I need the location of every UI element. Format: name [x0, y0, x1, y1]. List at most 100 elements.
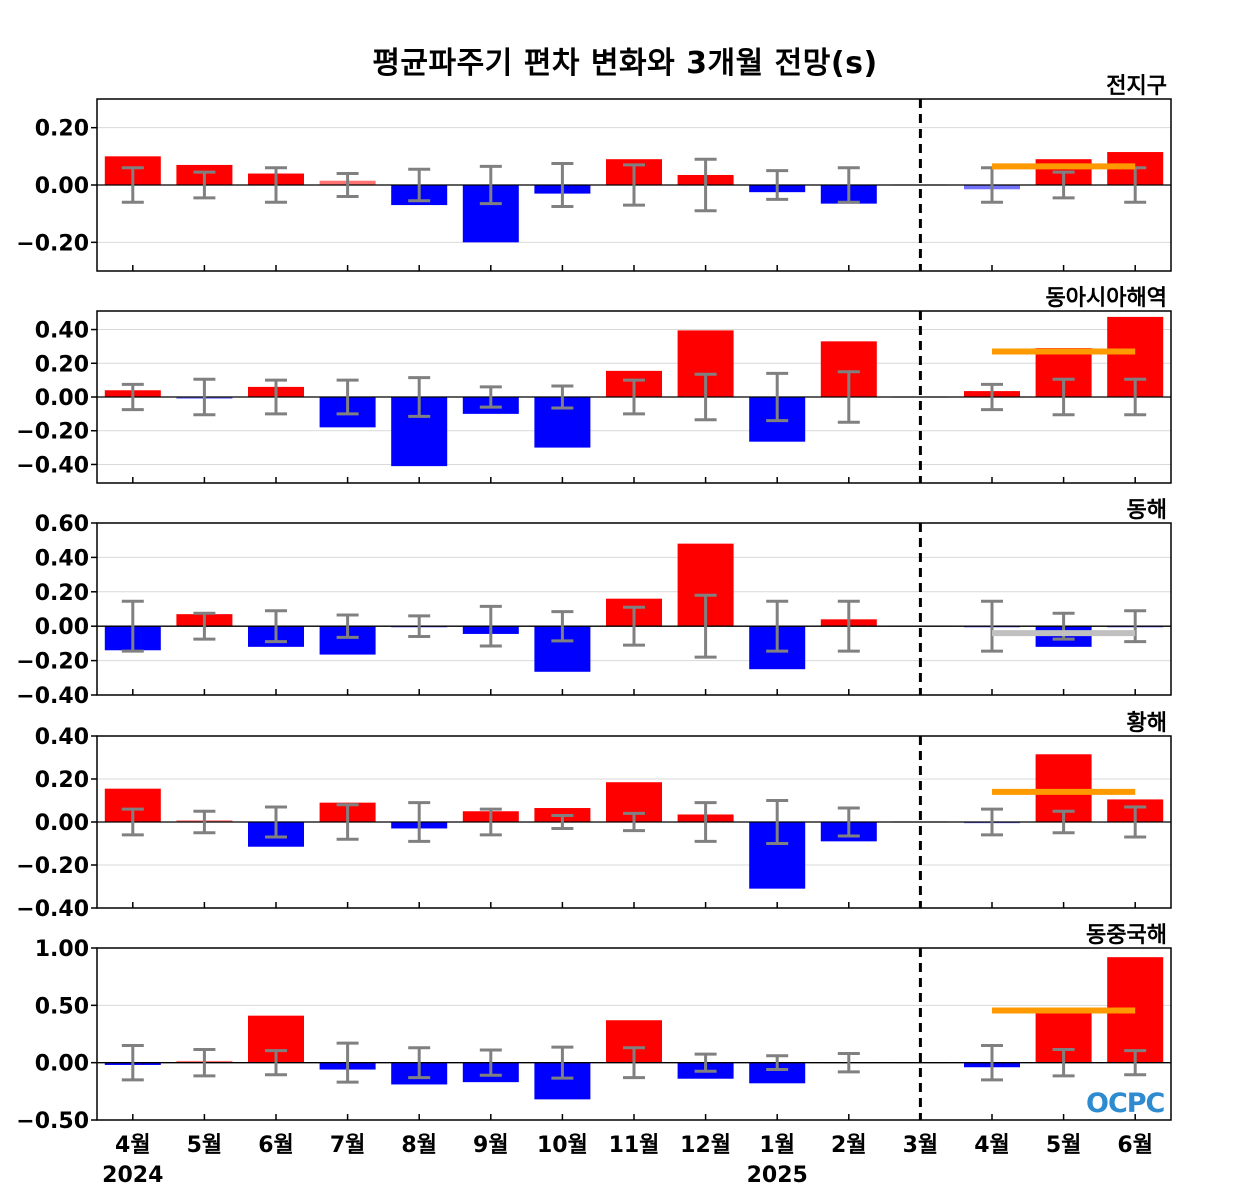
y-tick-label: 0.20 [35, 117, 89, 142]
panel-label: 동중국해 [1086, 923, 1167, 948]
error-bar [193, 377, 216, 417]
x-tick-label: 4월 [974, 1133, 1010, 1158]
error-bar [408, 1046, 431, 1080]
y-tick-label: 0.50 [35, 994, 89, 1019]
y-tick-label: 1.00 [35, 937, 89, 962]
error-bar [837, 166, 860, 204]
error-bar [766, 799, 789, 845]
error-bar [408, 614, 431, 639]
y-tick-label: −0.20 [16, 854, 89, 879]
error-bar [479, 385, 502, 409]
error-bar [766, 599, 789, 653]
error-bar [193, 809, 216, 835]
panel-label: 황해 [1127, 711, 1167, 736]
error-bar [551, 610, 574, 643]
error-bar [336, 1041, 359, 1084]
error-bar [623, 378, 645, 416]
error-bar [981, 1043, 1003, 1082]
y-tick-label: 0.60 [35, 512, 89, 537]
y-tick-label: 0.20 [35, 581, 89, 606]
error-bar [408, 801, 431, 843]
error-bar [1124, 609, 1147, 644]
y-tick-label: −0.40 [16, 684, 89, 709]
panel-2: −0.40 −0.20 0.00 0.20 0.40 동아시아해역 [16, 286, 1172, 484]
y-tick-label: 0.40 [35, 546, 89, 571]
error-bar [1052, 1047, 1075, 1078]
error-bar [336, 378, 359, 416]
error-bar [336, 613, 359, 639]
error-bar [981, 807, 1003, 837]
error-bar [766, 169, 789, 201]
y-tick-label: −0.20 [16, 231, 89, 256]
y-tick-label: 0.00 [35, 174, 89, 199]
error-bar [479, 1048, 502, 1077]
error-bar [1052, 170, 1075, 200]
error-bar [551, 814, 574, 830]
chart-title: 평균파주기 편차 변화와 3개월 전망(s) [372, 46, 878, 81]
panel-label: 동아시아해역 [1046, 286, 1167, 311]
error-bar [193, 170, 216, 200]
error-bar [265, 378, 287, 416]
y-tick-label: −0.20 [16, 420, 89, 445]
error-bar [623, 163, 645, 207]
y-tick-label: 0.00 [35, 386, 89, 411]
error-bar [837, 599, 860, 653]
y-tick-label: −0.40 [16, 897, 89, 922]
y-tick-label: 0.20 [35, 352, 89, 377]
error-bar [551, 162, 574, 208]
error-bar [479, 604, 502, 648]
error-bar [551, 1045, 574, 1080]
year-label: 2025 [747, 1163, 808, 1188]
error-bar [265, 805, 287, 839]
x-tick-label: 4월 [115, 1133, 151, 1158]
y-tick-label: 0.40 [35, 725, 89, 750]
error-bar [981, 382, 1003, 412]
y-tick-label: 0.00 [35, 1052, 89, 1077]
error-bar [479, 164, 502, 206]
error-bar [694, 1052, 717, 1073]
error-bar [1124, 1049, 1147, 1077]
panel-4: −0.40 −0.20 0.00 0.20 0.40 황해 [16, 711, 1172, 922]
error-bar [479, 807, 502, 837]
x-tick-label: 1월 [759, 1133, 795, 1158]
x-tick-label: 6월 [258, 1133, 294, 1158]
x-tick-label: 11월 [609, 1133, 660, 1158]
error-bar [623, 605, 645, 647]
y-tick-label: −0.40 [16, 453, 89, 478]
error-bar [551, 384, 574, 410]
panel-1: −0.20 0.00 0.20 전지구 [16, 74, 1172, 272]
panel-5: −0.50 0.00 0.50 1.00 동중국해 4월 5월 6월 7월 8월 9월 10월 11월 1… [16, 923, 1172, 1188]
y-tick-label: 0.00 [35, 811, 89, 836]
error-bar [121, 166, 144, 204]
error-bar [121, 1043, 144, 1082]
y-tick-label: 0.40 [35, 319, 89, 344]
error-bar [265, 1049, 287, 1077]
error-bar [121, 807, 144, 837]
error-bar [1124, 805, 1147, 839]
error-bar [694, 593, 717, 659]
error-bar [265, 609, 287, 644]
error-bar [1052, 377, 1075, 417]
error-bar [837, 1051, 860, 1074]
error-bar [694, 372, 717, 422]
error-bar [408, 167, 431, 203]
error-bar [837, 806, 860, 838]
error-bar [193, 611, 216, 641]
x-tick-label: 10월 [537, 1133, 588, 1158]
x-tick-label: 9월 [473, 1133, 509, 1158]
error-bar [265, 166, 287, 204]
error-bar [193, 1047, 216, 1078]
x-tick-label: 3월 [903, 1133, 939, 1158]
y-tick-label: −0.20 [16, 650, 89, 675]
error-bar [981, 599, 1003, 653]
error-bar [623, 1046, 645, 1080]
panel-label: 동해 [1127, 498, 1167, 523]
ocpc-logo: OCPC [1086, 1088, 1165, 1119]
y-tick-label: 0.20 [35, 768, 89, 793]
panel-label: 전지구 [1106, 74, 1167, 99]
x-tick-label: 5월 [1046, 1133, 1082, 1158]
x-tick-label: 2월 [831, 1133, 867, 1158]
error-bar [121, 382, 144, 412]
panel-3: −0.40 −0.20 0.00 0.20 0.40 0.60 동해 [16, 498, 1172, 709]
error-bar [1124, 377, 1147, 417]
